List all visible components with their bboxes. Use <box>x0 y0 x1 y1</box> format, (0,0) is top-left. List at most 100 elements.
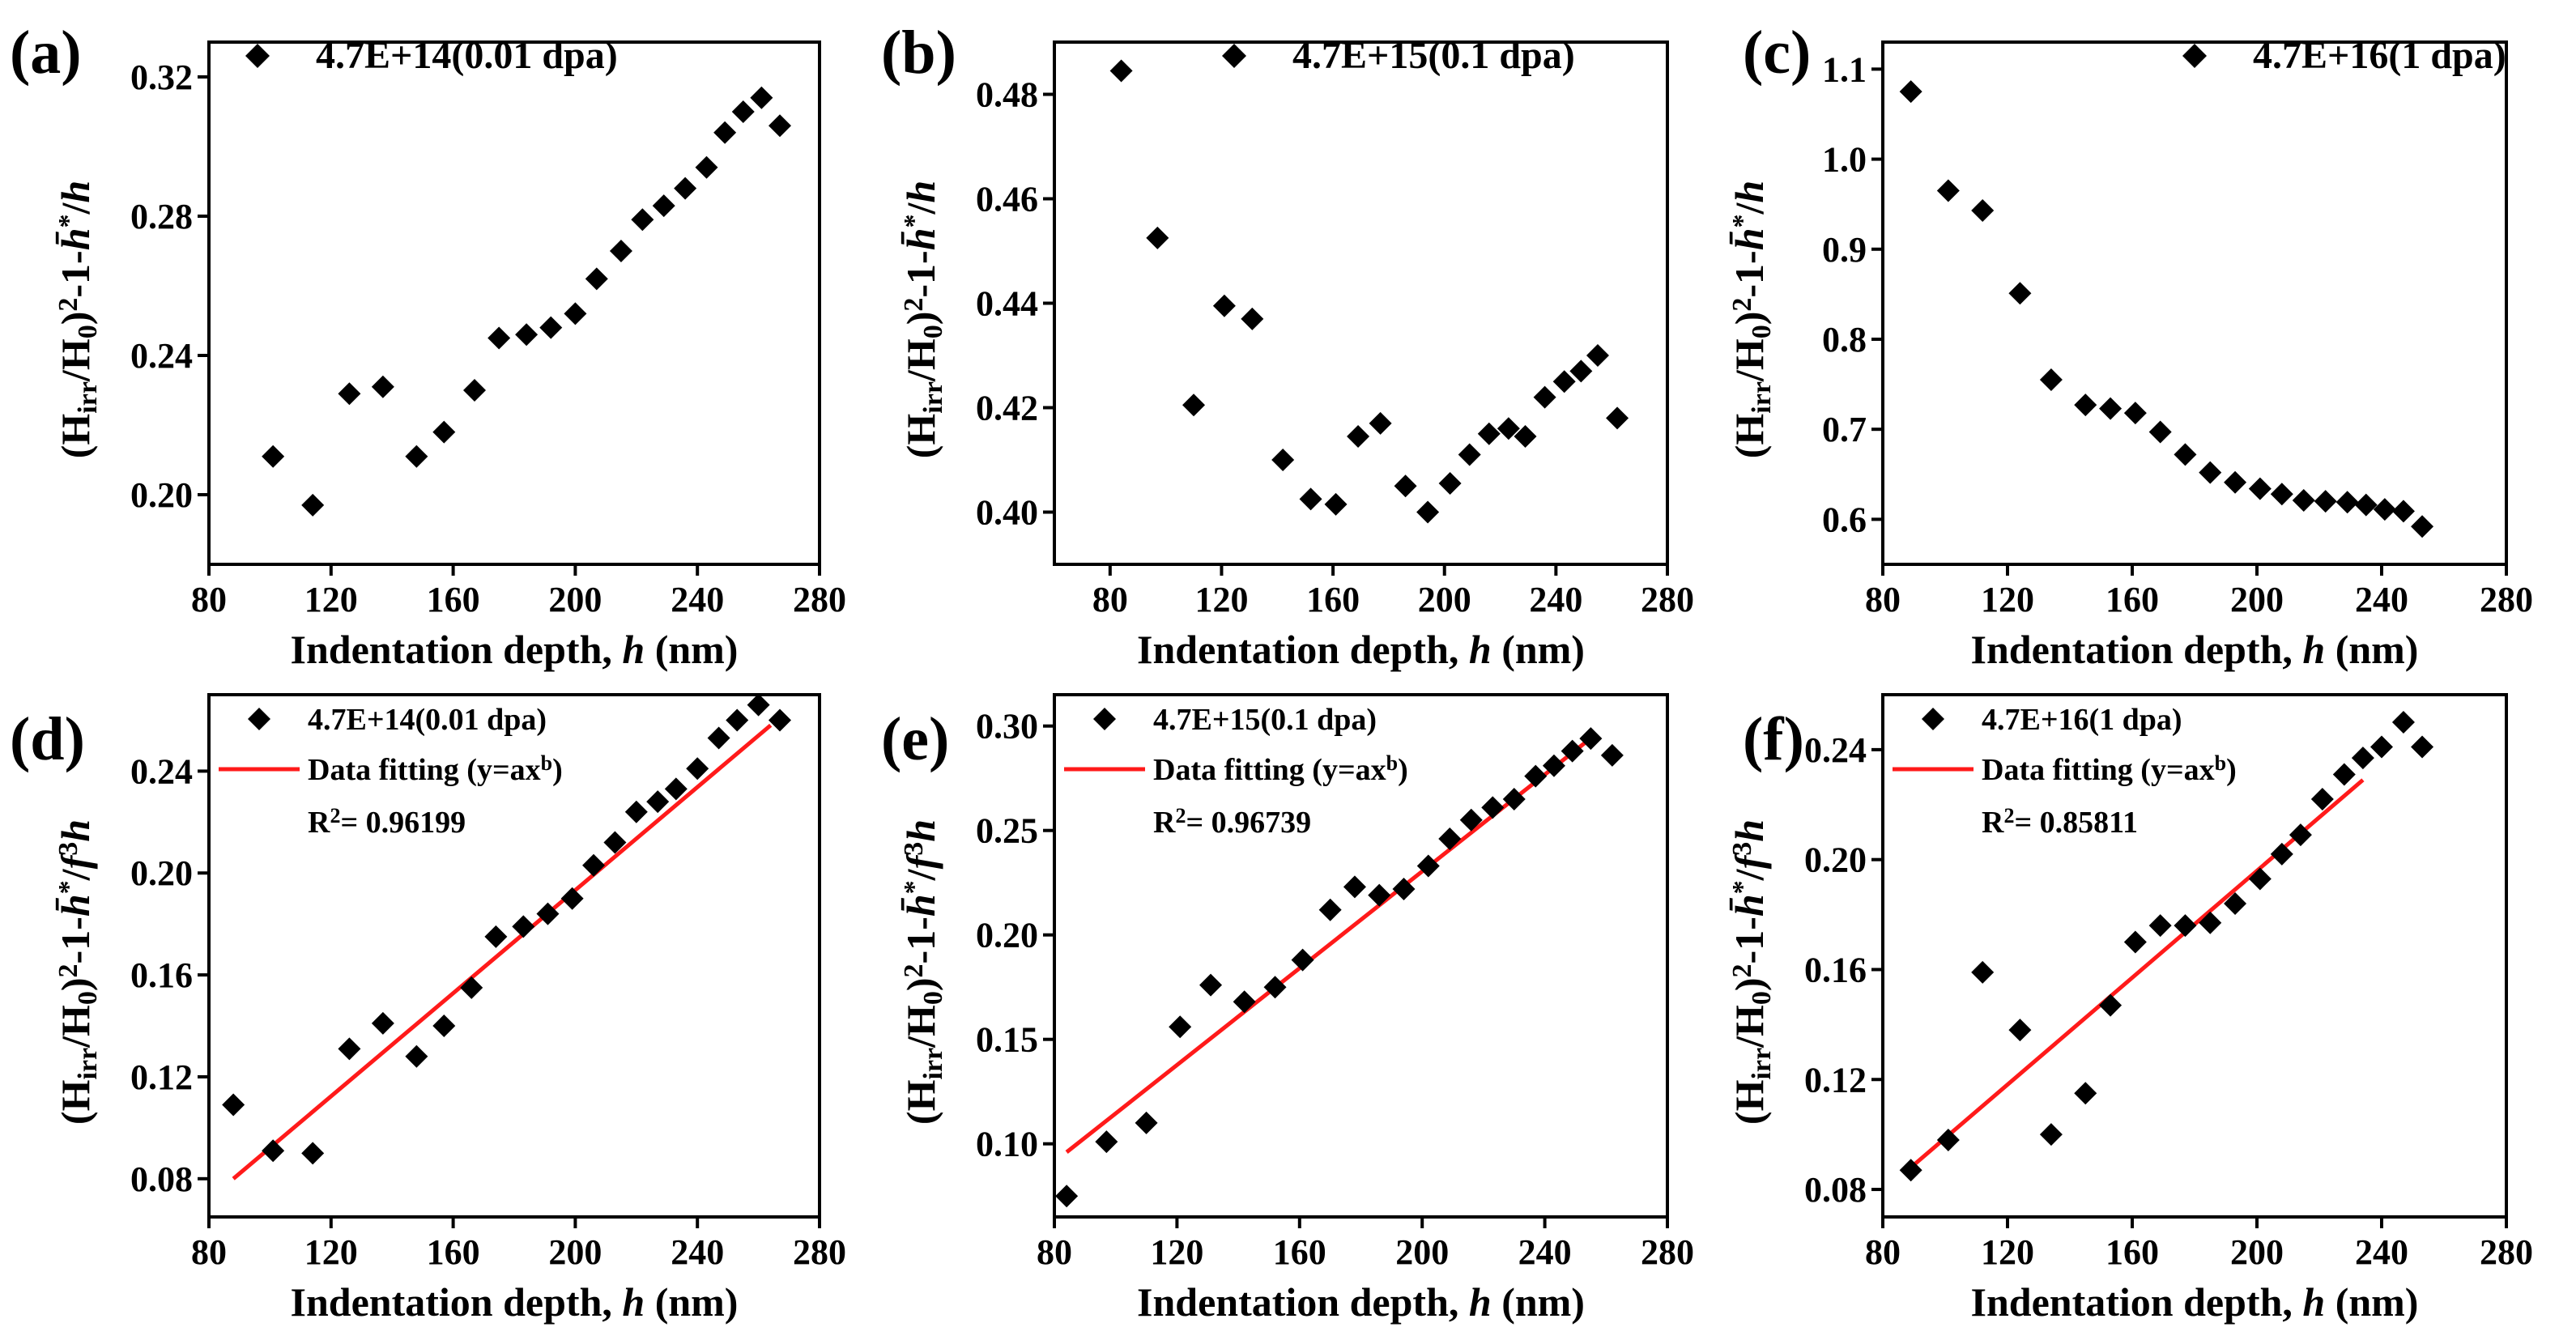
x-tick-label: 120 <box>304 580 358 619</box>
x-tick-label: 280 <box>1641 580 1694 619</box>
data-point <box>1514 424 1537 448</box>
data-point <box>1561 739 1584 763</box>
data-point <box>1343 875 1366 899</box>
legend-marker <box>245 44 270 68</box>
x-tick-label: 200 <box>548 580 602 619</box>
data-point <box>2370 735 2393 759</box>
plot-frame <box>1881 40 2508 566</box>
data-point <box>2224 892 2247 915</box>
y-axis-label: (Hirr/H0)2-1-h̄*/h <box>898 181 948 458</box>
data-point <box>624 800 648 823</box>
data-point <box>1524 764 1548 788</box>
data-point <box>2099 397 2123 420</box>
legend-marker <box>2182 44 2207 68</box>
data-point <box>2373 498 2396 521</box>
data-point <box>1481 796 1505 819</box>
panel-label: (d) <box>10 705 85 773</box>
x-tick-label: 120 <box>1150 1232 1203 1272</box>
legend-fit-label: Data fitting (y=axb) <box>1982 751 2237 787</box>
y-tick-label: 0.24 <box>1804 730 1867 770</box>
data-point <box>1263 976 1287 999</box>
data-point <box>2199 461 2222 484</box>
y-tick-label: 0.9 <box>1822 230 1867 270</box>
data-point <box>603 831 627 854</box>
data-point <box>1899 80 1922 104</box>
data-point <box>1600 743 1624 767</box>
x-tick-label: 280 <box>1641 1232 1694 1272</box>
x-tick-label: 120 <box>304 1232 358 1272</box>
y-axis-label: (Hirr/H0)2-1-h̄*/f3h <box>1727 819 1777 1125</box>
y-tick-label: 0.24 <box>130 336 193 376</box>
legend-label: 4.7E+15(0.1 dpa) <box>1153 703 1377 737</box>
data-point <box>1502 788 1526 810</box>
r-squared-label: R2= 0.96739 <box>1153 804 1311 840</box>
data-point <box>1392 877 1416 900</box>
data-point <box>462 379 486 402</box>
y-tick-label: 0.30 <box>976 707 1038 747</box>
x-tick-label: 240 <box>2355 1232 2408 1272</box>
data-point <box>2148 420 2172 444</box>
data-point <box>2411 515 2434 538</box>
data-point <box>1606 406 1629 430</box>
y-axis-label: (Hirr/H0)2-1-h̄*/h <box>1727 181 1777 458</box>
data-point <box>1169 1015 1192 1039</box>
data-point <box>1271 449 1295 471</box>
data-point <box>2310 788 2334 810</box>
data-point <box>582 853 606 877</box>
x-tick-label: 280 <box>2480 1232 2533 1272</box>
data-point <box>1438 827 1462 851</box>
chart-panel-a: 80 120 160 200 240 280 0.20 0.24 0.28 0.32 Indenta… <box>10 19 846 672</box>
data-point <box>750 86 773 109</box>
data-point <box>2123 402 2147 425</box>
data-point <box>646 790 670 814</box>
data-point <box>2199 911 2222 934</box>
data-point <box>2074 393 2097 417</box>
data-point <box>695 155 718 179</box>
x-tick-label: 200 <box>1395 1232 1449 1272</box>
data-point <box>1368 883 1391 907</box>
x-tick-label: 160 <box>1273 1232 1326 1272</box>
data-point <box>1416 854 1440 878</box>
data-point <box>536 902 560 925</box>
data-point <box>1542 754 1565 777</box>
y-axis-label: (Hirr/H0)2-1-h̄*/f3h <box>898 819 948 1125</box>
data-point <box>609 240 632 262</box>
y-tick-label: 0.8 <box>1822 320 1867 359</box>
panel-label: (b) <box>881 19 956 87</box>
data-point <box>432 420 456 444</box>
y-tick-label: 0.20 <box>1804 840 1867 880</box>
x-tick-label: 120 <box>1981 580 2034 619</box>
data-point <box>2289 823 2312 847</box>
data-point <box>2248 867 2272 891</box>
y-tick-label: 0.25 <box>976 811 1038 851</box>
x-tick-label: 80 <box>1037 1232 1072 1272</box>
data-point <box>768 708 791 732</box>
data-point <box>686 757 709 781</box>
data-point <box>2335 491 2359 514</box>
data-point <box>1497 417 1520 440</box>
y-axis-label: (Hirr/H0)2-1-h̄*/h <box>53 181 103 458</box>
data-point <box>2248 477 2272 500</box>
data-point <box>262 1139 285 1163</box>
data-point <box>2008 1019 2032 1042</box>
data-point <box>585 267 608 291</box>
x-axis-label: Indentation depth, h (nm) <box>1971 627 2419 672</box>
x-tick-label: 120 <box>1194 580 1248 619</box>
y-tick-label: 0.08 <box>1804 1170 1867 1210</box>
x-tick-label: 160 <box>2106 580 2159 619</box>
data-point <box>1241 307 1264 330</box>
data-point <box>652 194 675 218</box>
data-point <box>371 1011 394 1035</box>
x-tick-label: 160 <box>427 580 480 619</box>
panel-label: (e) <box>881 705 949 773</box>
data-point <box>560 887 584 910</box>
chart-panel-d: 80 120 160 200 240 280 0.08 0.12 0.16 0.20 0.24 Ind… <box>10 693 846 1325</box>
data-point <box>539 316 563 339</box>
data-point <box>2411 735 2434 759</box>
data-point <box>1233 990 1256 1014</box>
data-point <box>405 445 428 468</box>
chart-panel-e: 80 120 160 200 240 280 0.10 0.15 0.20 0.25 0.30 Ind… <box>881 693 1694 1325</box>
data-point <box>484 925 508 948</box>
y-tick-label: 0.16 <box>130 955 193 995</box>
x-tick-label: 160 <box>2106 1232 2159 1272</box>
